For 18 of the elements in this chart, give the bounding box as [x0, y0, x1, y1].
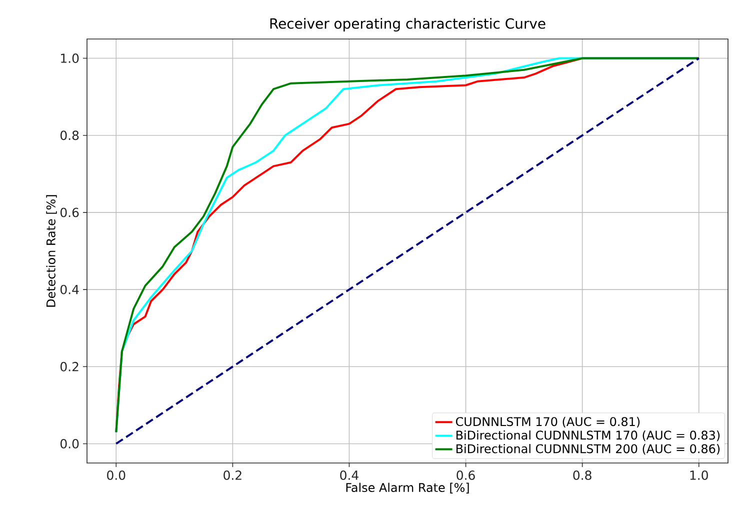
- x-tick-label: 0.0: [107, 470, 126, 480]
- x-tick-label: 1.0: [690, 470, 708, 480]
- y-tick-label: 0.2: [60, 362, 78, 372]
- chart-title: Receiver operating characteristic Curve: [270, 18, 546, 32]
- legend-label: BiDirectional CUDNNLSTM 170 (AUC = 0.83): [456, 430, 720, 442]
- x-tick-label: 0.4: [340, 470, 358, 480]
- y-tick-label: 0.8: [60, 130, 79, 140]
- y-axis-title: Detection Rate [%]: [46, 195, 57, 307]
- y-tick-label: 1.0: [61, 54, 79, 63]
- y-tick-label: 0.4: [60, 284, 79, 294]
- x-tick-label: 0.8: [573, 470, 592, 480]
- legend-label: BiDirectional CUDNNLSTM 200 (AUC = 0.86): [456, 444, 720, 455]
- x-tick-label: 0.6: [456, 470, 475, 480]
- y-tick-label: 0.6: [60, 208, 79, 218]
- x-tick-label: 0.2: [224, 470, 242, 480]
- y-tick-label: 0.0: [60, 439, 79, 448]
- legend-label: CUDNNLSTM 170 (AUC = 0.81): [456, 416, 640, 428]
- x-axis-title: False Alarm Rate [%]: [346, 482, 469, 494]
